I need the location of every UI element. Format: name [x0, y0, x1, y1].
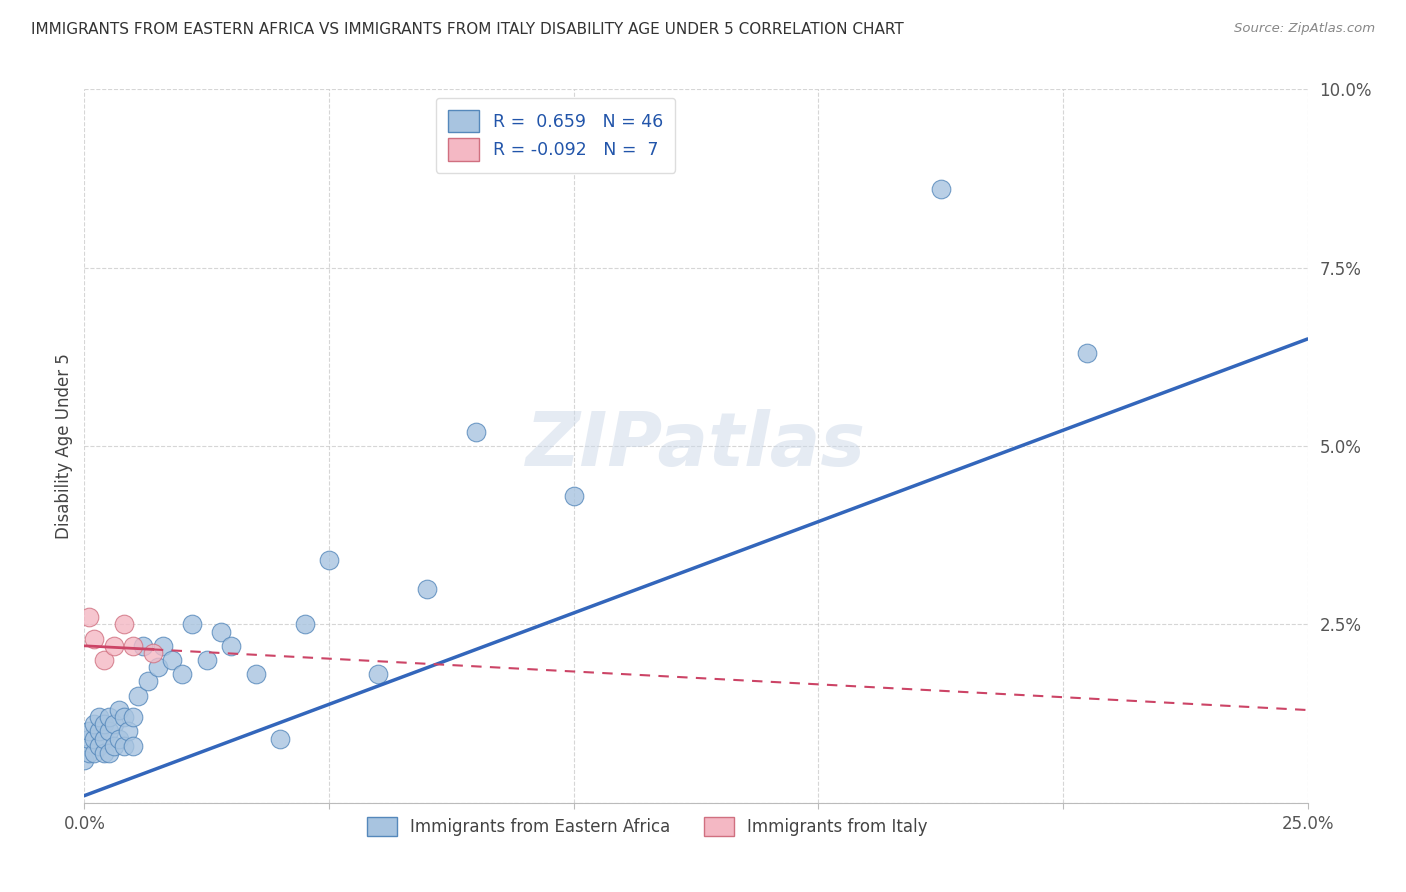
Point	[87, 739, 110, 753]
Point	[367, 667, 389, 681]
Point	[209, 624, 232, 639]
Point	[219, 639, 242, 653]
Point	[152, 639, 174, 653]
Point	[122, 739, 145, 753]
Point	[93, 653, 115, 667]
Point	[162, 653, 184, 667]
Point	[93, 731, 115, 746]
Point	[103, 717, 125, 731]
Point	[83, 731, 105, 746]
Point	[464, 425, 486, 439]
Point	[416, 582, 439, 596]
Point	[112, 617, 135, 632]
Point	[107, 703, 129, 717]
Point	[1076, 346, 1098, 360]
Point	[122, 710, 145, 724]
Point	[77, 731, 100, 746]
Point	[132, 639, 155, 653]
Point	[172, 667, 194, 681]
Point	[142, 646, 165, 660]
Point	[87, 710, 110, 724]
Point	[562, 489, 585, 503]
Point	[929, 182, 952, 196]
Y-axis label: Disability Age Under 5: Disability Age Under 5	[55, 353, 73, 539]
Point	[93, 746, 115, 760]
Point	[97, 746, 120, 760]
Point	[318, 553, 340, 567]
Point	[136, 674, 159, 689]
Point	[103, 639, 125, 653]
Point	[195, 653, 218, 667]
Point	[97, 724, 120, 739]
Point	[112, 739, 135, 753]
Point	[294, 617, 316, 632]
Point	[245, 667, 267, 681]
Legend: Immigrants from Eastern Africa, Immigrants from Italy: Immigrants from Eastern Africa, Immigran…	[359, 808, 936, 845]
Point	[77, 746, 100, 760]
Point	[77, 724, 100, 739]
Point	[97, 710, 120, 724]
Point	[77, 610, 100, 624]
Point	[83, 632, 105, 646]
Point	[93, 717, 115, 731]
Text: ZIPatlas: ZIPatlas	[526, 409, 866, 483]
Point	[83, 746, 105, 760]
Point	[83, 717, 105, 731]
Point	[112, 710, 135, 724]
Point	[269, 731, 291, 746]
Text: IMMIGRANTS FROM EASTERN AFRICA VS IMMIGRANTS FROM ITALY DISABILITY AGE UNDER 5 C: IMMIGRANTS FROM EASTERN AFRICA VS IMMIGR…	[31, 22, 904, 37]
Point	[146, 660, 169, 674]
Point	[73, 753, 96, 767]
Point	[103, 739, 125, 753]
Point	[117, 724, 139, 739]
Point	[87, 724, 110, 739]
Point	[127, 689, 149, 703]
Point	[107, 731, 129, 746]
Point	[122, 639, 145, 653]
Point	[181, 617, 204, 632]
Text: Source: ZipAtlas.com: Source: ZipAtlas.com	[1234, 22, 1375, 36]
